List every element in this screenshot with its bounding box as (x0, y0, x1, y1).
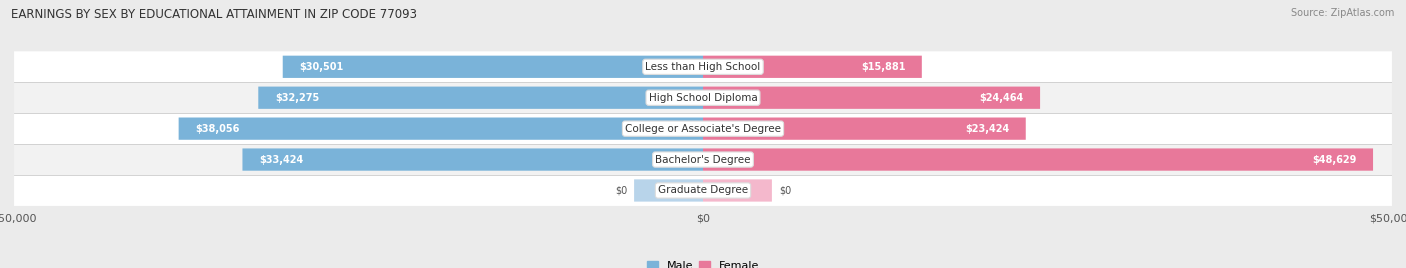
Text: Less than High School: Less than High School (645, 62, 761, 72)
FancyBboxPatch shape (259, 87, 703, 109)
FancyBboxPatch shape (14, 82, 1392, 113)
Text: $48,629: $48,629 (1312, 155, 1357, 165)
Text: $0: $0 (614, 185, 627, 195)
FancyBboxPatch shape (179, 117, 703, 140)
Text: $38,056: $38,056 (195, 124, 239, 134)
FancyBboxPatch shape (703, 179, 772, 202)
FancyBboxPatch shape (14, 113, 1392, 144)
Text: $23,424: $23,424 (965, 124, 1010, 134)
Legend: Male, Female: Male, Female (643, 256, 763, 268)
Text: College or Associate's Degree: College or Associate's Degree (626, 124, 780, 134)
Text: $33,424: $33,424 (259, 155, 304, 165)
Text: EARNINGS BY SEX BY EDUCATIONAL ATTAINMENT IN ZIP CODE 77093: EARNINGS BY SEX BY EDUCATIONAL ATTAINMEN… (11, 8, 418, 21)
Text: $32,275: $32,275 (274, 93, 319, 103)
FancyBboxPatch shape (703, 56, 922, 78)
FancyBboxPatch shape (242, 148, 703, 171)
FancyBboxPatch shape (283, 56, 703, 78)
Text: Bachelor's Degree: Bachelor's Degree (655, 155, 751, 165)
FancyBboxPatch shape (14, 144, 1392, 175)
Text: $24,464: $24,464 (980, 93, 1024, 103)
FancyBboxPatch shape (14, 51, 1392, 82)
Text: High School Diploma: High School Diploma (648, 93, 758, 103)
Text: $30,501: $30,501 (299, 62, 343, 72)
FancyBboxPatch shape (703, 87, 1040, 109)
FancyBboxPatch shape (703, 148, 1374, 171)
Text: $0: $0 (779, 185, 792, 195)
Text: Graduate Degree: Graduate Degree (658, 185, 748, 195)
Text: $15,881: $15,881 (860, 62, 905, 72)
FancyBboxPatch shape (14, 175, 1392, 206)
FancyBboxPatch shape (634, 179, 703, 202)
FancyBboxPatch shape (703, 117, 1026, 140)
Text: Source: ZipAtlas.com: Source: ZipAtlas.com (1291, 8, 1395, 18)
